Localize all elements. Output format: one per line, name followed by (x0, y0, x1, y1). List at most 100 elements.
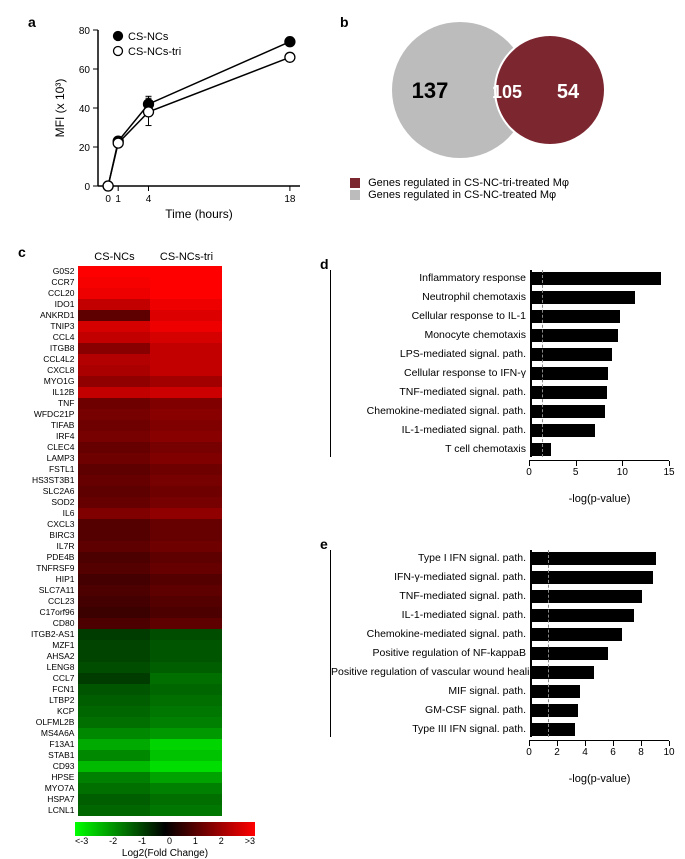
gene-label: LENG8 (30, 662, 78, 673)
heatmap-row: CCL23 (30, 596, 222, 607)
heatmap-row: LTBP2 (30, 695, 222, 706)
heatmap-cell (78, 343, 150, 354)
hbar-track (530, 272, 670, 285)
heatmap-cell (150, 266, 222, 277)
svg-text:CS-NCs-tri: CS-NCs-tri (128, 46, 181, 58)
heatmap-cell (78, 486, 150, 497)
hbar-label: Chemokine-mediated signal. path. (331, 405, 530, 417)
gene-label: CXCL8 (30, 365, 78, 376)
hbar-row: Positive regulation of vascular wound he… (331, 664, 670, 680)
figure: a 02040608001418Time (hours)MFI (x 10³)C… (10, 10, 675, 840)
heatmap-row: SLC2A6 (30, 486, 222, 497)
heatmap-row: LENG8 (30, 662, 222, 673)
hbar-label: TNF-mediated signal. path. (331, 386, 530, 398)
heatmap-row: ITGB2-AS1 (30, 629, 222, 640)
heatmap-row: IL12B (30, 387, 222, 398)
heatmap-row: LAMP3 (30, 453, 222, 464)
heatmap-row: CD80 (30, 618, 222, 629)
hbar-track (530, 291, 670, 304)
gene-label: SLC2A6 (30, 486, 78, 497)
gene-label: SOD2 (30, 497, 78, 508)
gene-label: TIFAB (30, 420, 78, 431)
heatmap-cell (150, 453, 222, 464)
heatmap-row: TNF (30, 398, 222, 409)
gene-label: G0S2 (30, 266, 78, 277)
hbar-track (530, 443, 670, 456)
heatmap-cell (150, 343, 222, 354)
gene-label: IDO1 (30, 299, 78, 310)
gene-label: ITGB8 (30, 343, 78, 354)
svg-text:4: 4 (146, 194, 152, 205)
panel-a-svg: 02040608001418Time (hours)MFI (x 10³)CS-… (50, 20, 310, 220)
gene-label: HS3ST3B1 (30, 475, 78, 486)
venn-swatch-left (350, 190, 360, 200)
hbar-fill (530, 310, 620, 323)
heatmap-row: SLC7A11 (30, 585, 222, 596)
svg-text:Time (hours): Time (hours) (165, 207, 233, 221)
hbar-track (530, 685, 670, 698)
heatmap-cell (78, 629, 150, 640)
hbar-label: IFN-γ-mediated signal. path. (331, 571, 530, 583)
hbar-label: GM-CSF signal. path. (331, 704, 530, 716)
svg-text:18: 18 (284, 194, 296, 205)
hbar-fill (530, 590, 642, 603)
heatmap-row: CXCL8 (30, 365, 222, 376)
heatmap-row: ANKRD1 (30, 310, 222, 321)
heatmap-cell (78, 409, 150, 420)
heatmap-cell (150, 629, 222, 640)
heatmap-cell (78, 475, 150, 486)
gene-label: CD93 (30, 761, 78, 772)
heatmap-cell (150, 332, 222, 343)
heatmap-cell (150, 519, 222, 530)
hbar-row: IFN-γ-mediated signal. path. (331, 569, 670, 585)
heatmap-cell (78, 453, 150, 464)
heatmap-cell (78, 761, 150, 772)
heatmap-row: CXCL3 (30, 519, 222, 530)
heatmap-row: HIP1 (30, 574, 222, 585)
hbar-row: Type III IFN signal. path. (331, 721, 670, 737)
heatmap-row: AHSA2 (30, 651, 222, 662)
gene-label: HIP1 (30, 574, 78, 585)
gene-label: HSPA7 (30, 794, 78, 805)
heatmap-cell (78, 464, 150, 475)
gene-label: MS4A6A (30, 728, 78, 739)
hbar-label: T cell chemotaxis (331, 443, 530, 455)
hbar-fill (530, 704, 578, 717)
heatmap-cell (78, 739, 150, 750)
heatmap-row: HSPA7 (30, 794, 222, 805)
venn-legend: Genes regulated in CS-NC-tri-treated Mφ … (350, 177, 660, 201)
hbar-fill (530, 666, 594, 679)
heatmap-row: TNFRSF9 (30, 563, 222, 574)
gene-label: AHSA2 (30, 651, 78, 662)
heatmap-cell (150, 541, 222, 552)
heatmap-cell (78, 508, 150, 519)
panel-b-venn: 137 105 54 Genes regulated in CS-NC-tri-… (350, 20, 660, 220)
hbar-label: Cellular response to IL-1 (331, 310, 530, 322)
heatmap-cell (150, 783, 222, 794)
heatmap-cell (78, 717, 150, 728)
venn-legend-right-text: Genes regulated in CS-NC-tri-treated Mφ (368, 177, 569, 189)
venn-left-count: 137 (412, 78, 449, 103)
panel-d-label: d (320, 256, 329, 272)
venn-legend-right: Genes regulated in CS-NC-tri-treated Mφ (350, 177, 660, 189)
heatmap-cell (78, 706, 150, 717)
heatmap-row: CCL20 (30, 288, 222, 299)
hbar-row: Inflammatory response (331, 270, 670, 286)
hbar-fill (530, 291, 635, 304)
svg-text:40: 40 (79, 104, 91, 115)
heatmap-cell (150, 728, 222, 739)
gene-label: CD80 (30, 618, 78, 629)
heatmap-cell (150, 651, 222, 662)
svg-text:80: 80 (79, 26, 91, 37)
gene-label: CXCL3 (30, 519, 78, 530)
heatmap-cell (150, 442, 222, 453)
heatmap-cell (150, 387, 222, 398)
heatmap-cell (150, 739, 222, 750)
heatmap-row: IL6 (30, 508, 222, 519)
hbar-fill (530, 443, 551, 456)
gene-label: CCL4 (30, 332, 78, 343)
heatmap-cell (78, 805, 150, 816)
hbar-fill (530, 609, 634, 622)
heatmap-cell (78, 794, 150, 805)
panel-a-linechart: 02040608001418Time (hours)MFI (x 10³)CS-… (50, 20, 310, 220)
